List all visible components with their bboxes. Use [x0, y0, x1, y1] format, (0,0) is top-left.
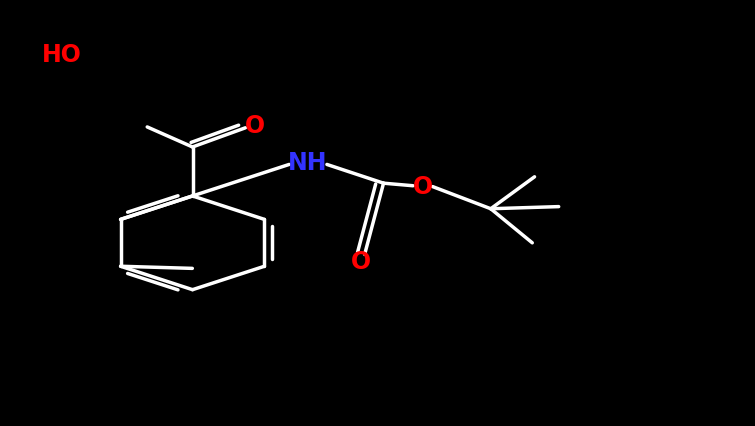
Text: O: O — [245, 114, 265, 138]
Text: HO: HO — [42, 43, 82, 67]
Text: O: O — [413, 175, 433, 199]
Text: O: O — [351, 250, 371, 274]
Text: NH: NH — [288, 151, 328, 175]
